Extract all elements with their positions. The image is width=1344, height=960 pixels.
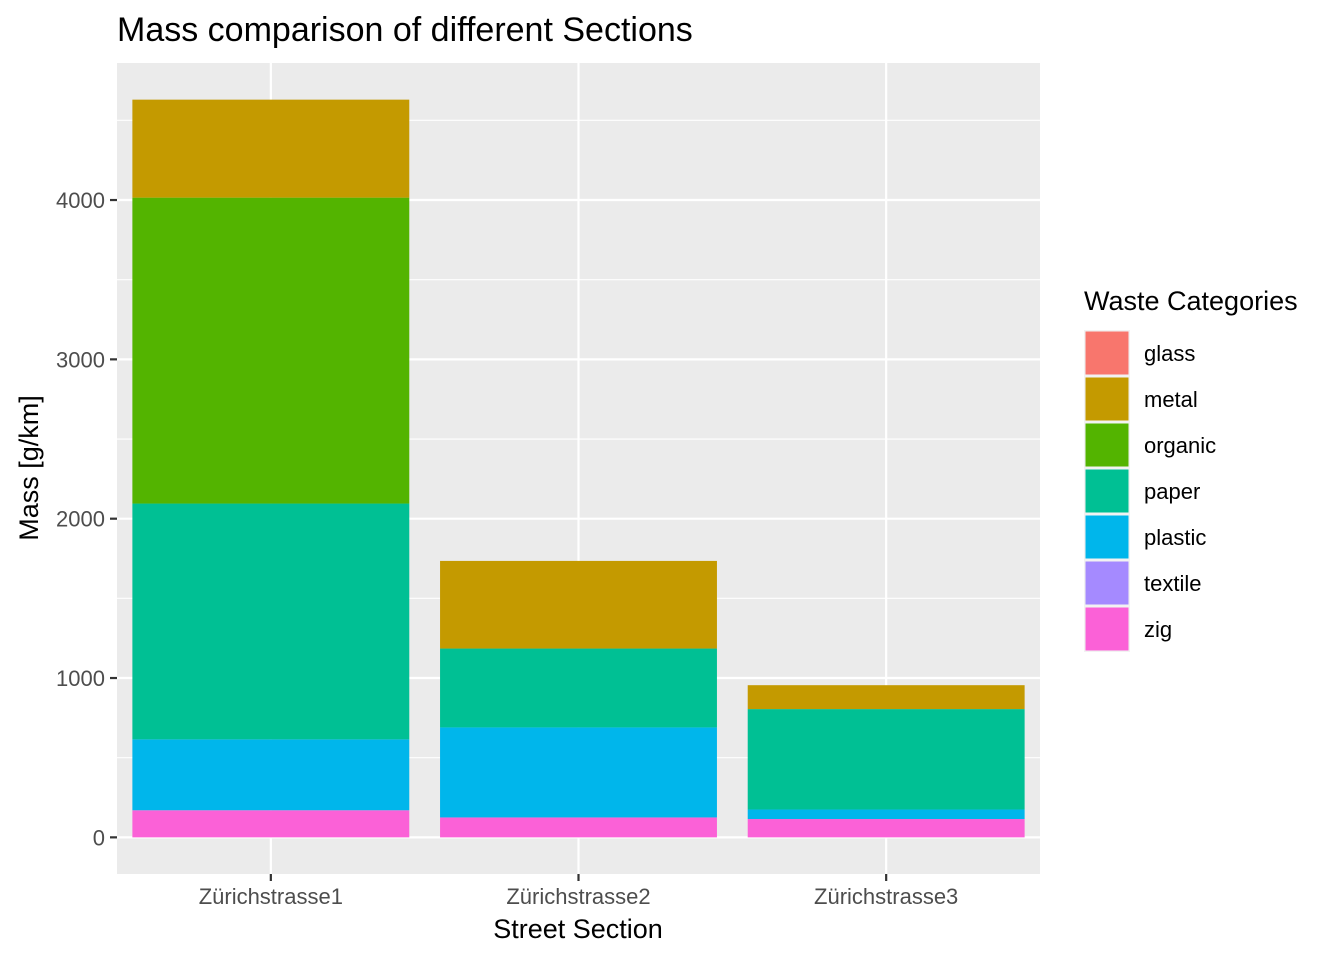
legend-key-glass <box>1085 331 1129 375</box>
bar-organic-1 <box>132 197 410 504</box>
x-axis: Zürichstrasse1 Zürichstrasse2 Zürichstrass… <box>199 874 958 909</box>
legend: glass metal organic paper plastic textile zig <box>1084 330 1216 652</box>
legend-key-metal <box>1085 377 1129 421</box>
legend-label-paper: paper <box>1144 479 1200 504</box>
bar-paper-1 <box>132 503 410 740</box>
legend-label-zig: zig <box>1144 617 1172 642</box>
x-tick-label: Zürichstrasse2 <box>506 884 650 909</box>
legend-label-organic: organic <box>1144 433 1216 458</box>
y-tick-label: 4000 <box>56 188 105 213</box>
legend-key-paper <box>1085 469 1129 513</box>
bar-zig-1 <box>132 810 410 838</box>
legend-label-textile: textile <box>1144 571 1201 596</box>
y-axis: 0 1000 2000 3000 4000 <box>56 188 117 850</box>
x-axis-title: Street Section <box>493 914 663 944</box>
bar-metal-3 <box>747 685 1025 710</box>
bar-paper-3 <box>747 709 1025 810</box>
bars <box>132 99 1025 838</box>
legend-label-plastic: plastic <box>1144 525 1206 550</box>
bar-zig-3 <box>747 819 1025 838</box>
legend-key-organic <box>1085 423 1129 467</box>
bar-plastic-3 <box>747 809 1025 820</box>
y-tick-label: 2000 <box>56 507 105 532</box>
bar-metal-2 <box>440 560 717 649</box>
legend-key-zig <box>1085 607 1129 651</box>
y-tick-label: 0 <box>93 825 105 850</box>
y-tick-label: 3000 <box>56 347 105 372</box>
y-axis-title: Mass [g/km] <box>14 395 44 541</box>
legend-key-textile <box>1085 561 1129 605</box>
bar-paper-2 <box>440 648 717 728</box>
legend-label-metal: metal <box>1144 387 1198 412</box>
bar-plastic-1 <box>132 739 410 811</box>
bar-plastic-2 <box>440 727 717 818</box>
x-tick-label: Zürichstrasse1 <box>199 884 343 909</box>
bar-metal-1 <box>132 99 410 198</box>
chart-title: Mass comparison of different Sections <box>117 11 693 49</box>
legend-label-glass: glass <box>1144 341 1195 366</box>
legend-title: Waste Categories <box>1084 286 1298 316</box>
x-tick-label: Zürichstrasse3 <box>814 884 958 909</box>
legend-key-plastic <box>1085 515 1129 559</box>
y-tick-label: 1000 <box>56 666 105 691</box>
bar-zig-2 <box>440 817 717 838</box>
